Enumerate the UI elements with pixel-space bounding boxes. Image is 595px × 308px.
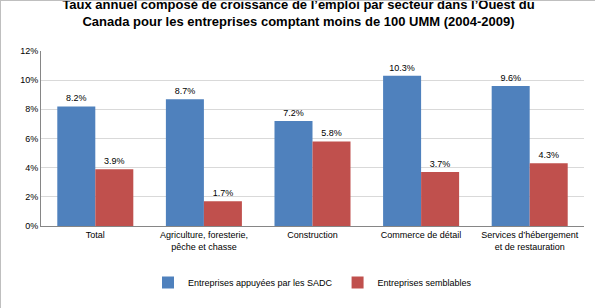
svg-text:8%: 8% [25, 104, 38, 114]
svg-text:8.7%: 8.7% [175, 86, 196, 96]
svg-text:0%: 0% [25, 221, 38, 231]
svg-text:8.2%: 8.2% [66, 93, 87, 103]
svg-text:10.3%: 10.3% [389, 63, 415, 73]
svg-text:Services d’hébergementet de re: Services d’hébergementet de restauration [481, 230, 579, 252]
svg-text:4%: 4% [25, 163, 38, 173]
svg-text:9.6%: 9.6% [500, 73, 521, 83]
svg-text:Construction: Construction [287, 230, 338, 240]
svg-text:4.3%: 4.3% [538, 150, 559, 160]
svg-text:3.9%: 3.9% [104, 156, 125, 166]
svg-text:Entreprises appuyées par les S: Entreprises appuyées par les SADC [188, 278, 333, 288]
svg-text:2%: 2% [25, 192, 38, 202]
svg-text:Entreprises semblables: Entreprises semblables [378, 278, 472, 288]
svg-text:6%: 6% [25, 134, 38, 144]
svg-text:Commerce de détail: Commerce de détail [381, 230, 462, 240]
svg-text:10%: 10% [20, 75, 38, 85]
svg-text:Taux annuel composé de croissa: Taux annuel composé de croissance de l’e… [62, 1, 534, 29]
svg-text:12%: 12% [20, 46, 38, 56]
svg-text:5.8%: 5.8% [321, 128, 342, 138]
svg-text:1.7%: 1.7% [213, 188, 234, 198]
svg-text:7.2%: 7.2% [283, 108, 304, 118]
svg-text:Agriculture, foresterie,pêche: Agriculture, foresterie,pêche et chasse [160, 230, 248, 252]
svg-text:Total: Total [86, 230, 105, 240]
svg-text:3.7%: 3.7% [430, 159, 451, 169]
